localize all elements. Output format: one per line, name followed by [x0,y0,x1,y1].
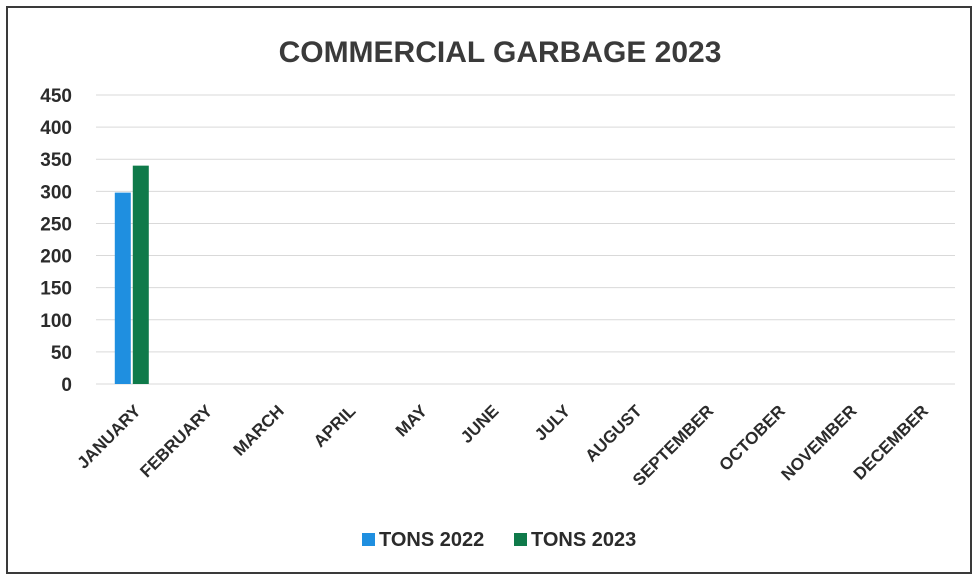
y-tick-label: 400 [40,118,72,139]
y-axis-ticks: 0 50 100 150 200 250 300 350 400 450 [40,86,72,396]
x-tick-label: OCTOBER [716,401,789,474]
x-tick-label: JULY [531,401,575,445]
legend-swatch [362,533,375,546]
y-tick-label: 250 [40,214,72,235]
y-tick-label: 350 [40,150,72,171]
legend-swatch [514,533,527,546]
legend-label: TONS 2022 [379,529,484,551]
y-tick-label: 0 [61,375,72,396]
y-tick-label: 150 [40,279,72,300]
y-tick-label: 450 [40,86,72,107]
x-tick-label: FEBRUARY [136,401,216,481]
x-tick-label: AUGUST [582,401,647,466]
bars [114,165,149,384]
y-tick-label: 100 [40,311,72,332]
legend-label: TONS 2023 [531,529,636,551]
x-tick-label: DECEMBER [850,401,932,483]
bar-tons-2023-january [132,165,149,384]
x-tick-label: JANUARY [74,401,146,473]
y-tick-label: 300 [40,182,72,203]
chart-frame [6,6,972,574]
y-tick-label: 200 [40,247,72,268]
x-tick-label: JUNE [457,401,503,447]
y-tick-label: 50 [51,343,72,364]
legend: TONS 2022 TONS 2023 [362,529,636,551]
x-tick-label: NOVEMBER [778,401,861,484]
chart-title: COMMERCIAL GARBAGE 2023 [279,36,722,69]
gridlines [96,94,955,385]
x-tick-label: MARCH [230,401,288,459]
x-tick-label: MAY [392,401,432,441]
bar-tons-2022-january [114,192,131,384]
x-tick-label: APRIL [310,401,359,450]
